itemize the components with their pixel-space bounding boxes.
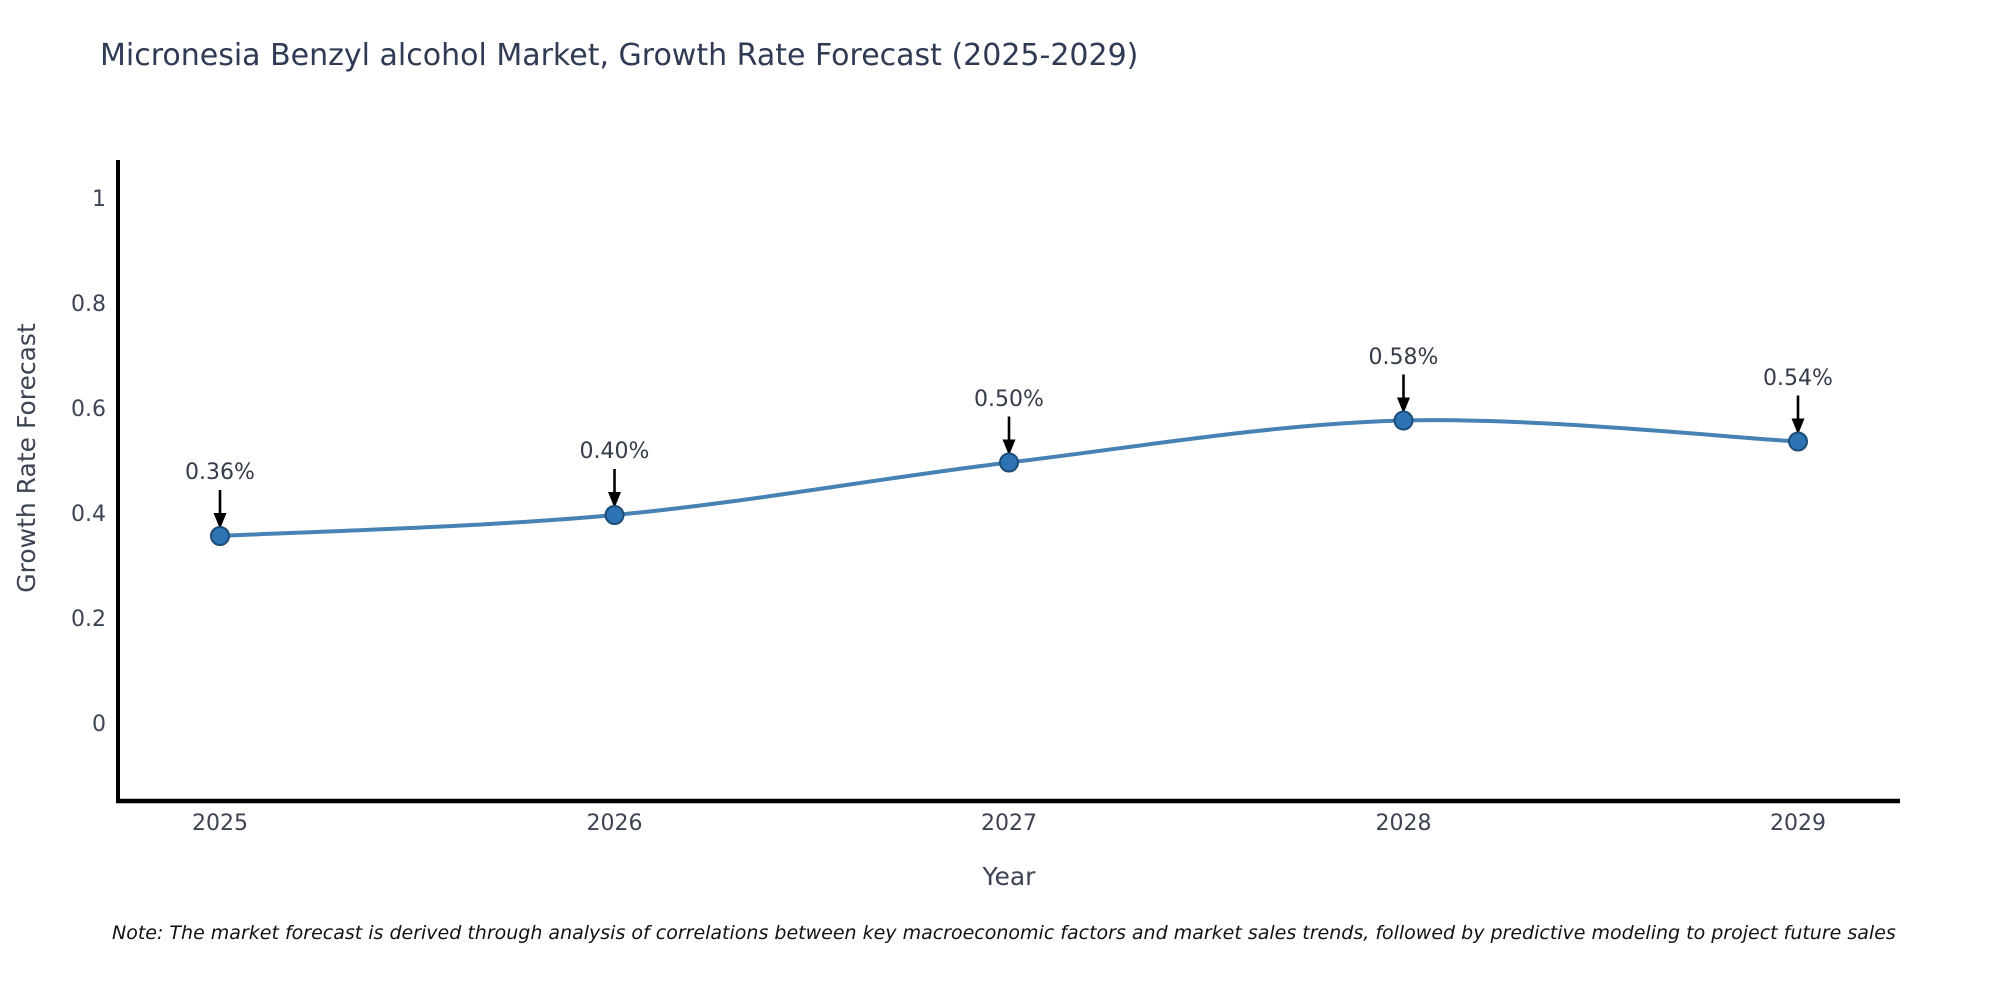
data-point-marker[interactable] <box>999 452 1019 473</box>
data-point-marker[interactable] <box>1393 410 1414 431</box>
x-axis-title: Year <box>982 862 1036 891</box>
y-axis-title: Growth Rate Forecast <box>12 323 41 593</box>
data-point-label: 0.40% <box>579 439 650 464</box>
y-tick-label: 1 <box>92 187 106 212</box>
annotation-arrow-head <box>1002 439 1016 456</box>
y-tick-label: 0.8 <box>71 292 106 317</box>
x-tick-label: 2028 <box>1375 811 1432 836</box>
y-tick-label: 0.2 <box>71 607 106 632</box>
y-tick-label: 0 <box>92 712 106 737</box>
annotation-arrow-head <box>213 513 227 529</box>
y-tick-label: 0.4 <box>71 502 106 527</box>
y-tick-label: 0.6 <box>71 397 106 422</box>
x-tick-label: 2029 <box>1770 811 1826 836</box>
data-point-label: 0.36% <box>185 460 255 485</box>
chart-title: Micronesia Benzyl alcohol Market, Growth… <box>100 38 1139 73</box>
annotation-arrow-head <box>1791 418 1805 435</box>
annotation-arrow-head <box>608 492 621 508</box>
data-point-marker[interactable] <box>210 526 230 546</box>
chart-note: Note: The market forecast is derived thr… <box>112 922 1896 944</box>
x-tick-label: 2025 <box>192 811 248 836</box>
x-tick-label: 2027 <box>981 811 1037 836</box>
annotation-arrow-head <box>1397 397 1410 414</box>
data-point-label: 0.50% <box>974 386 1044 412</box>
data-point-marker[interactable] <box>604 505 625 525</box>
data-point-marker[interactable] <box>1788 431 1808 452</box>
data-point-label: 0.58% <box>1368 344 1439 370</box>
data-point-label: 0.54% <box>1763 365 1833 391</box>
x-tick-label: 2026 <box>586 811 643 836</box>
